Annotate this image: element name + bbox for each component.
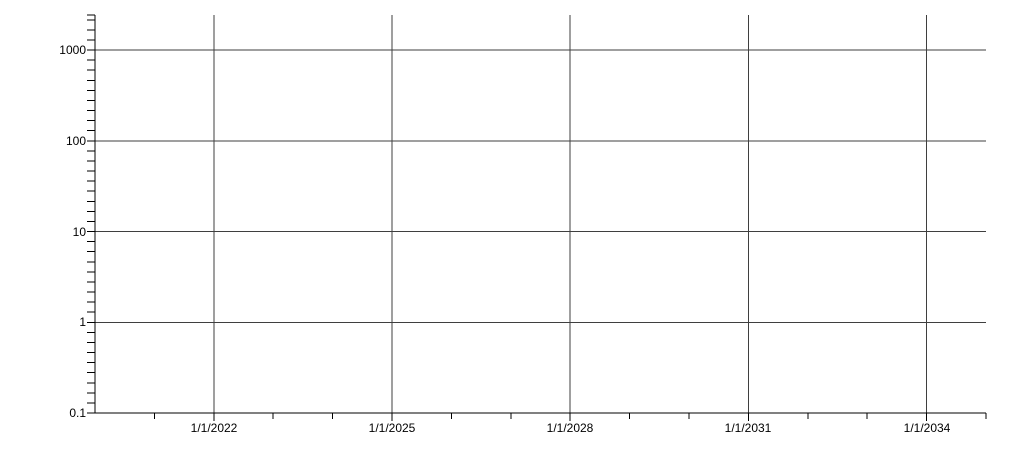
x-axis-tick-label: 1/1/2025 [368,421,416,435]
y-axis-tick-label: 10 [72,225,86,239]
x-axis-tick-label: 1/1/2034 [903,421,951,435]
y-axis-tick-label: 1000 [59,43,86,57]
x-axis-tick-label: 1/1/2022 [190,421,238,435]
y-axis-tick-label: 0.1 [69,406,86,420]
axes-and-ticks [87,14,987,421]
x-axis-tick-label: 1/1/2031 [724,421,772,435]
gridlines [95,15,986,413]
y-axis-tick-label: 100 [65,134,86,148]
y-axis-tick-label: 1 [79,315,86,329]
x-axis-tick-label: 1/1/2028 [546,421,594,435]
